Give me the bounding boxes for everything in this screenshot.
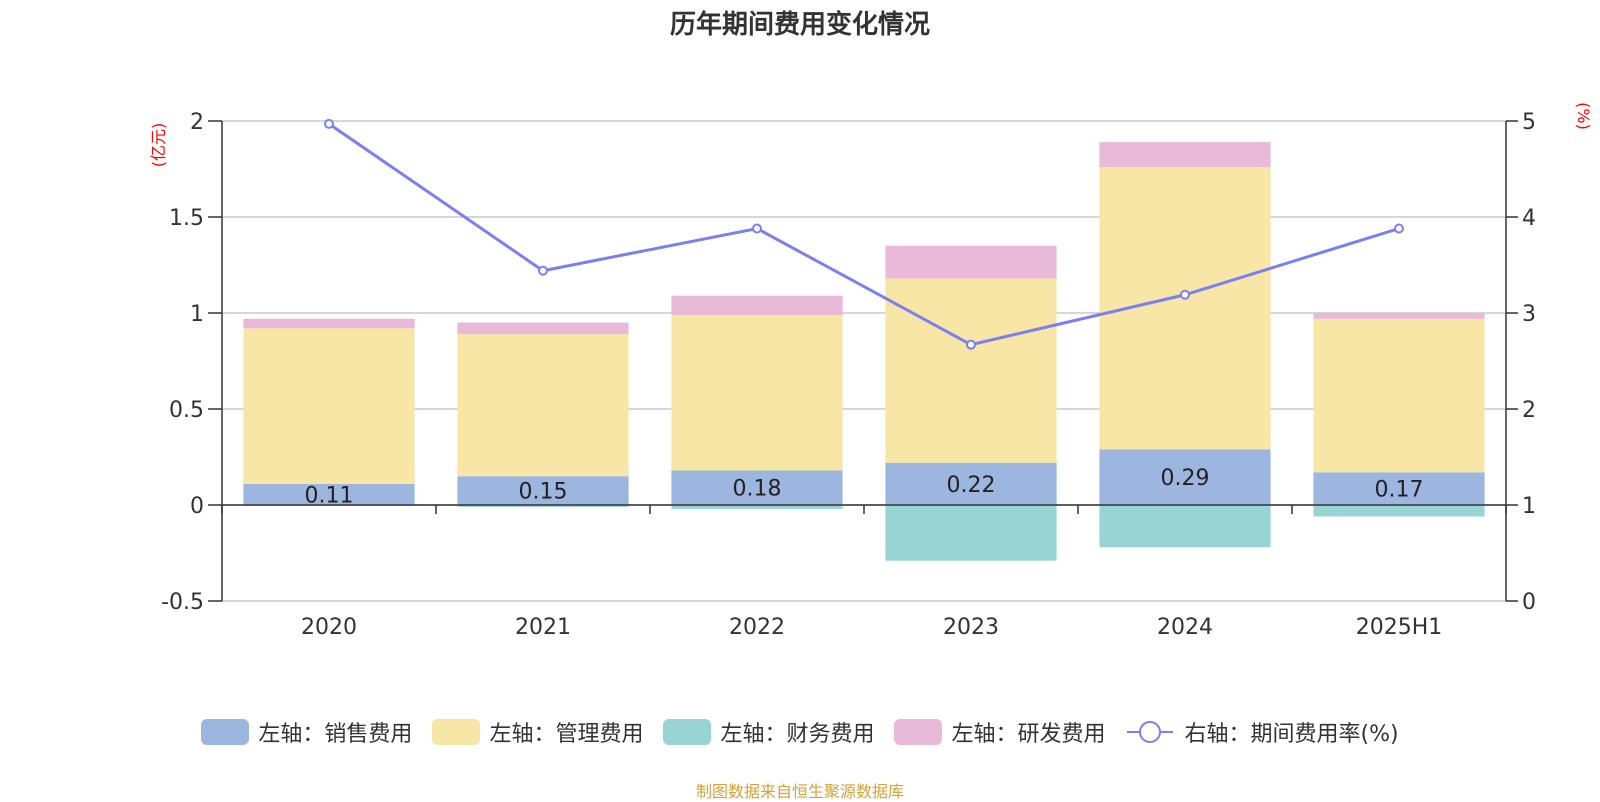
- bar-segment: [457, 476, 629, 505]
- data-source-note: 制图数据来自恒生聚源数据库: [695, 782, 904, 801]
- rate-point: [324, 118, 334, 129]
- right-axis-tick-label: 0: [1522, 590, 1536, 615]
- bar-segment: [1313, 313, 1485, 319]
- left-axis-tick-label: 0: [190, 494, 204, 519]
- rate-point: [538, 265, 548, 276]
- bar-segment: [1099, 142, 1271, 168]
- rate-point: [1180, 289, 1190, 300]
- right-axis-tick-label: 2: [1522, 398, 1536, 423]
- bar-segment: [457, 505, 629, 507]
- legend-label: 左轴：管理费用: [489, 722, 644, 747]
- chart-title: 历年期间费用变化情况: [669, 10, 930, 40]
- bar-segment: [457, 322, 629, 335]
- rate-point: [966, 339, 976, 350]
- bar-segment: [671, 505, 843, 509]
- bar-segment: [671, 314, 843, 471]
- x-axis-tick-label: 2020: [301, 615, 357, 640]
- x-axis-tick-label: 2024: [1157, 615, 1213, 640]
- left-axis-tick-label: 2: [190, 110, 204, 135]
- x-axis-tick-label: 2023: [943, 615, 999, 640]
- bar-segment: [243, 318, 415, 329]
- bar-data-label: 0.22: [947, 473, 996, 498]
- bar-segment: [1313, 318, 1485, 473]
- rate-point: [752, 223, 762, 234]
- x-axis-tick-label: 2021: [515, 615, 571, 640]
- bar-segment: [1313, 505, 1485, 517]
- bar-segment: [671, 470, 843, 505]
- right-axis-tick-label: 4: [1522, 206, 1536, 231]
- bar-data-label: 0.29: [1161, 466, 1210, 491]
- bar-segment: [1099, 449, 1271, 505]
- legend-item[interactable]: 左轴：财务费用: [663, 716, 874, 748]
- left-axis-tick-label: 1: [190, 302, 204, 327]
- legend-label: 左轴：销售费用: [258, 722, 413, 747]
- left-axis-tick-label: 1.5: [169, 206, 204, 231]
- legend-label: 左轴：财务费用: [720, 722, 875, 747]
- bar-segment: [885, 505, 1057, 561]
- legend-item[interactable]: 右轴：期间费用率(%): [1125, 716, 1399, 748]
- right-axis-tick-label: 5: [1522, 110, 1536, 135]
- right-axis-tick-label: 1: [1522, 494, 1536, 519]
- legend-item[interactable]: 左轴：销售费用: [201, 716, 412, 748]
- bar-data-label: 0.17: [1375, 478, 1424, 503]
- legend-line-marker: [1127, 721, 1174, 743]
- bar-segment: [1099, 505, 1271, 548]
- x-axis-tick-label: 2022: [729, 615, 785, 640]
- rate-point: [1394, 223, 1404, 234]
- legend-item[interactable]: 左轴：研发费用: [894, 716, 1105, 748]
- chart-legend: 左轴：销售费用 左轴：管理费用 左轴：财务费用 左轴：研发费用 右轴：期间费用率(%): [0, 716, 1600, 748]
- legend-swatch: [432, 719, 481, 745]
- legend-item[interactable]: 左轴：管理费用: [432, 716, 643, 748]
- bar-segment: [885, 462, 1057, 505]
- bar-segment: [243, 483, 415, 505]
- right-axis-tick-label: 3: [1522, 302, 1536, 327]
- x-axis-tick-label: 2025H1: [1356, 615, 1443, 640]
- legend-swatch: [201, 719, 250, 745]
- legend-label: 右轴：期间费用率(%): [1184, 722, 1399, 747]
- left-axis-tick-label: -0.5: [161, 590, 204, 615]
- chart-plot: -0.5 0 0.5 1 1.5 2 0 1 2 3 4 5 2020 2021 2022 2023 2024 2…: [149, 102, 1593, 640]
- left-axis-tick-label: 0.5: [169, 398, 204, 423]
- left-axis-unit: (亿元): [149, 123, 168, 168]
- bar-segment: [671, 295, 843, 315]
- right-axis-unit: (%): [1574, 102, 1593, 130]
- rate-line: [328, 122, 1400, 347]
- bar-segment: [457, 334, 629, 477]
- legend-label: 左轴：研发费用: [951, 722, 1106, 747]
- bar-data-label: 0.11: [305, 483, 354, 508]
- bar-data-label: 0.18: [733, 477, 782, 502]
- legend-swatch: [894, 719, 943, 745]
- bar-segment: [885, 278, 1057, 463]
- bar-segment: [243, 328, 415, 484]
- legend-swatch: [663, 719, 712, 745]
- bar-data-label: 0.15: [519, 480, 568, 505]
- bar-segment: [1313, 472, 1485, 505]
- bar-segment: [885, 245, 1057, 279]
